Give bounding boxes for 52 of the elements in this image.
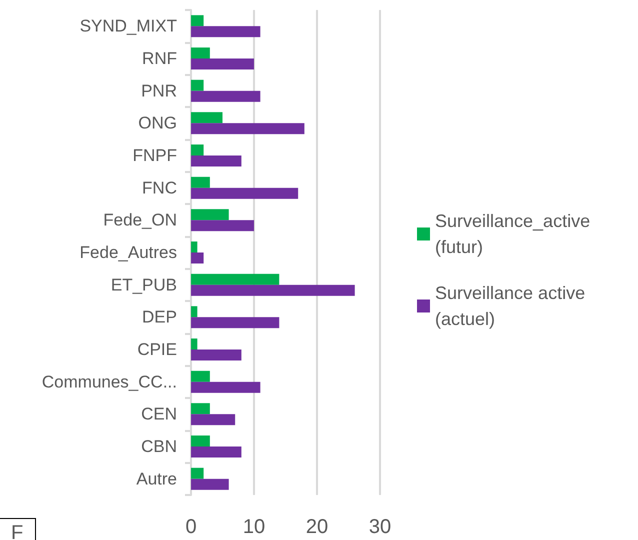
bar (191, 436, 210, 446)
bar (191, 188, 298, 199)
bar (191, 90, 260, 102)
bar (191, 252, 204, 264)
bar (191, 306, 198, 318)
bar (191, 26, 260, 38)
bar (191, 144, 204, 156)
y-tick-label: CEN (141, 404, 177, 424)
y-tick-label: SYND_MIXT (80, 16, 177, 36)
y-tick-label: FNPF (132, 146, 177, 165)
bar (191, 242, 198, 252)
y-tick-label: CBN (141, 437, 177, 456)
x-tick-label: 0 (185, 516, 197, 538)
bar (191, 15, 204, 26)
bar (191, 284, 355, 296)
bar (191, 370, 210, 382)
bar (191, 274, 280, 285)
bar (191, 156, 242, 166)
bar (191, 80, 204, 91)
bar (191, 48, 210, 58)
legend-label: Surveillance active (actuel) (435, 283, 590, 329)
x-tick-label: 10 (242, 516, 266, 538)
x-tick-label: 30 (368, 516, 392, 538)
bar (191, 382, 260, 393)
bar (191, 112, 222, 124)
y-tick-label: Communes_CC... (42, 372, 177, 392)
bar (191, 414, 236, 426)
bar (191, 468, 204, 479)
y-tick-label: RNF (142, 49, 177, 68)
legend-label: Surveillance_active (futur) (435, 211, 596, 257)
bar (191, 446, 242, 458)
bar (191, 176, 210, 188)
bar (191, 478, 229, 490)
bar (191, 209, 229, 220)
bar (191, 338, 198, 350)
bar (191, 403, 210, 414)
y-tick-label: PNR (141, 81, 177, 100)
bar (191, 317, 280, 328)
bar (191, 350, 242, 360)
y-tick-label: ET_PUB (110, 275, 177, 294)
text: F (0, 518, 36, 540)
bar (191, 123, 304, 134)
y-tick-label: FNC (142, 178, 177, 198)
y-tick-label: Autre (136, 469, 177, 488)
y-tick-label: CPIE (137, 340, 177, 359)
y-tick-label: DEP (142, 308, 177, 327)
x-tick-label: 20 (306, 516, 328, 538)
y-tick-label: ONG (138, 114, 177, 133)
bar (191, 220, 254, 232)
y-tick-label: Fede_Autres (80, 243, 177, 262)
bar (191, 58, 254, 70)
y-tick-label: Fede_ON (103, 210, 177, 230)
